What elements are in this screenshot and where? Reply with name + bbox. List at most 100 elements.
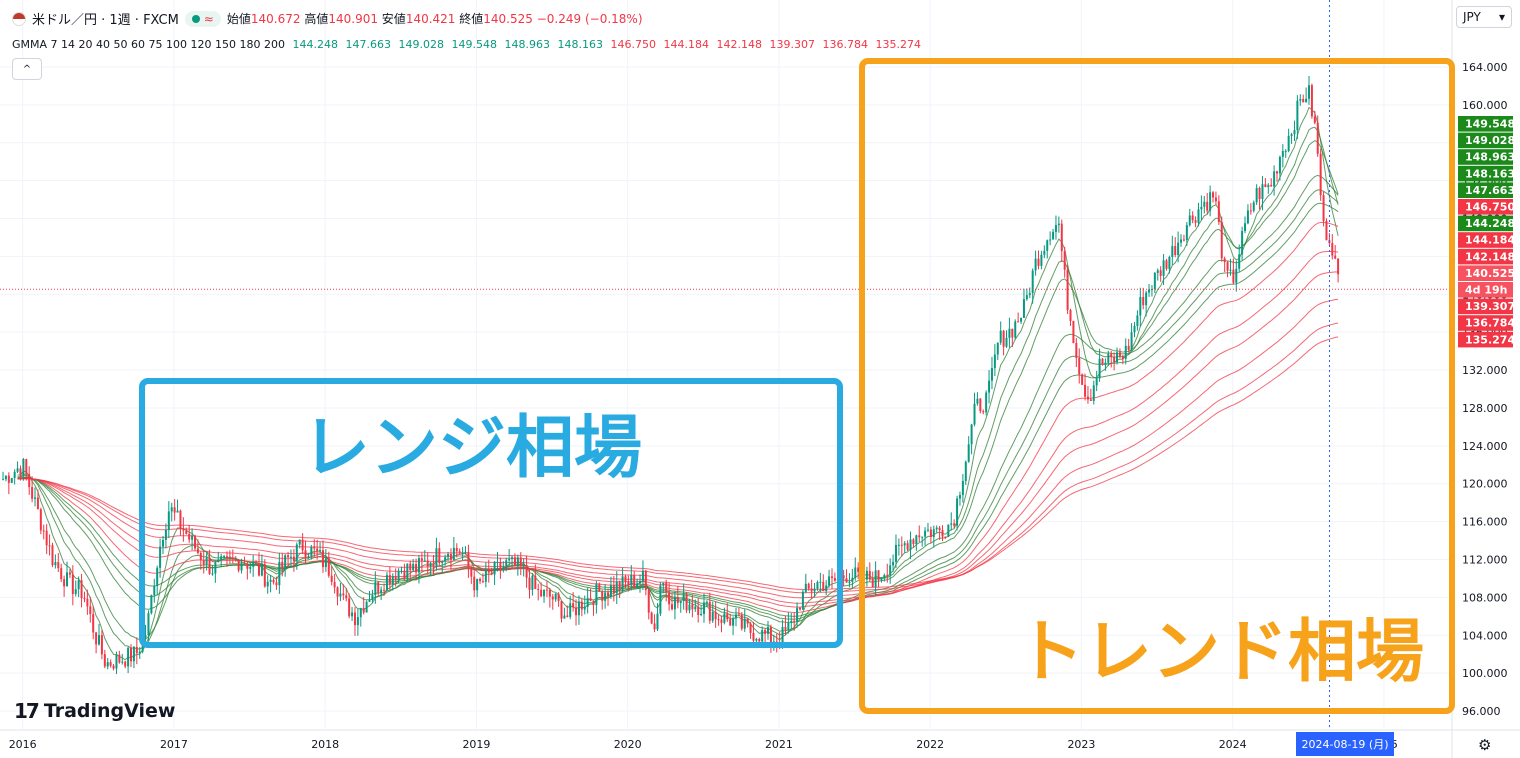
candle	[124, 660, 127, 669]
candle	[1043, 245, 1046, 259]
candle	[493, 560, 496, 585]
candle	[714, 601, 717, 628]
candle	[1278, 155, 1281, 181]
tradingview-logo-text: TradingView	[43, 700, 176, 722]
time-axis[interactable]: 2016201720182019202020212022202320242025	[9, 738, 1398, 751]
price-tick-label: 120.000	[1462, 478, 1508, 491]
candle	[801, 589, 804, 611]
candle	[202, 551, 205, 574]
price-badge: 148.963	[1458, 149, 1515, 165]
gmma-line	[17, 221, 1339, 614]
candle	[127, 646, 130, 674]
price-badge: 149.548	[1458, 116, 1515, 132]
price-badge-label: 146.750	[1465, 201, 1515, 214]
candle	[1255, 184, 1258, 205]
candle	[449, 548, 452, 571]
candle	[810, 579, 813, 599]
candle	[1258, 186, 1261, 210]
candle	[842, 569, 845, 587]
range-annotation-box	[139, 378, 843, 648]
candle	[374, 571, 377, 604]
candle	[496, 552, 499, 572]
candle	[397, 568, 400, 584]
gmma-short-value: 144.248	[292, 38, 338, 51]
candle	[383, 583, 386, 596]
candle	[77, 576, 80, 598]
candle	[1182, 234, 1185, 242]
candle	[833, 572, 836, 582]
candle	[813, 583, 816, 598]
candle	[1142, 287, 1145, 310]
candle	[950, 512, 953, 531]
candle	[1241, 226, 1244, 261]
candle	[272, 577, 275, 585]
market-status-pill[interactable]: ≈	[184, 10, 221, 27]
collapse-legend-button[interactable]: ^	[12, 58, 42, 80]
candle	[1092, 380, 1095, 405]
candle	[854, 557, 857, 581]
candle	[191, 528, 194, 551]
candle	[400, 566, 403, 574]
candle	[135, 637, 138, 665]
candle	[1165, 258, 1168, 271]
candle	[461, 546, 464, 561]
candle	[298, 539, 301, 549]
candle	[147, 610, 150, 641]
candle	[467, 544, 470, 578]
candle	[1188, 208, 1191, 227]
candle	[89, 596, 92, 623]
candle	[167, 501, 170, 539]
currency-select[interactable]: JPY ▾	[1456, 6, 1512, 28]
candle	[214, 560, 217, 583]
candle	[336, 586, 339, 606]
candle	[68, 568, 71, 579]
candle	[211, 565, 214, 576]
gmma-short-value: 149.548	[451, 38, 497, 51]
candle	[13, 469, 16, 485]
candle	[1145, 290, 1148, 317]
time-tick-label: 2024	[1219, 738, 1247, 751]
tradingview-logo[interactable]: 17 TradingView	[14, 699, 175, 723]
candle	[499, 557, 502, 579]
settings-icon[interactable]: ⚙	[1478, 736, 1492, 754]
candle	[103, 649, 106, 669]
price-badge: 4d 19h	[1458, 282, 1513, 298]
candle	[551, 593, 554, 610]
candle	[935, 525, 938, 533]
symbol-title[interactable]: 米ドル／円 · 1週 · FXCM	[32, 13, 179, 28]
gmma-legend[interactable]: GMMA 7 14 20 40 50 60 75 100 120 150 180…	[12, 38, 921, 51]
candle	[339, 583, 342, 602]
candle	[1168, 255, 1171, 274]
candle	[164, 523, 167, 549]
gmma-line	[17, 271, 1339, 604]
candle	[1214, 191, 1217, 206]
candle	[1139, 287, 1142, 327]
candle	[150, 594, 153, 615]
candle	[356, 608, 359, 636]
price-badge-label: 149.548	[1465, 118, 1515, 131]
candle	[1206, 193, 1209, 215]
candle	[513, 553, 516, 567]
candle	[34, 487, 37, 507]
gmma-long-value: 142.148	[716, 38, 762, 51]
candle	[42, 524, 45, 540]
candle	[569, 595, 572, 620]
candle	[193, 534, 196, 551]
candle	[691, 594, 694, 618]
candle	[723, 607, 726, 625]
candle	[481, 573, 484, 584]
candle	[528, 568, 531, 599]
candle	[1005, 330, 1008, 348]
candle	[118, 650, 121, 664]
candle	[1171, 235, 1174, 265]
candle	[138, 647, 141, 659]
candle	[324, 549, 327, 572]
candle	[45, 524, 48, 555]
candle	[644, 569, 647, 596]
crosshair-date-badge	[1296, 732, 1394, 756]
price-badge-label: 149.028	[1465, 134, 1515, 147]
candle	[1232, 258, 1235, 285]
currency-label: JPY	[1463, 10, 1481, 24]
candle	[385, 571, 388, 591]
